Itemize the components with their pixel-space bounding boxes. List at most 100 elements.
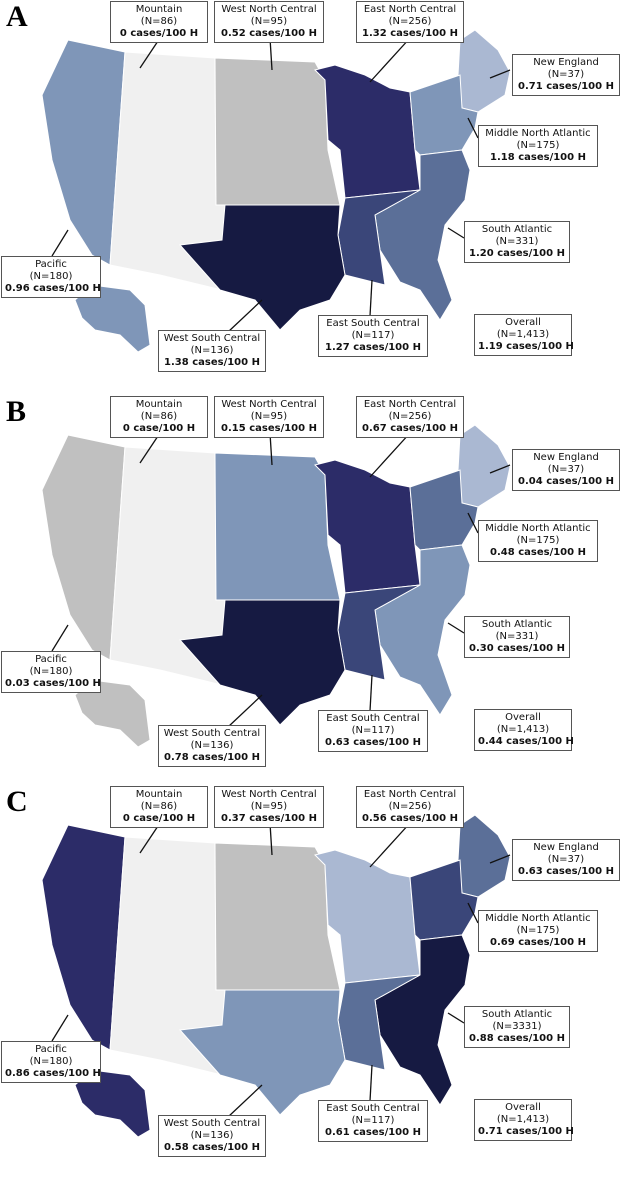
us-map (41, 424, 511, 748)
region-ne (457, 424, 511, 508)
region-name: Overall (505, 712, 541, 723)
region-rate: 0.67 cases/100 H (362, 423, 458, 434)
region-n: (N=95) (250, 411, 288, 422)
region-rate: 0.78 cases/100 H (164, 752, 260, 763)
region-rate: 0.88 cases/100 H (469, 1033, 565, 1044)
region-rate: 0.03 cases/100 H (5, 678, 101, 689)
region-n: (N=95) (250, 801, 288, 812)
label-wnc: West North Central (N=95) 0.15 cases/100 H (214, 396, 324, 438)
region-mna (409, 74, 479, 156)
leader-arrows (51, 432, 511, 728)
region-name: Overall (505, 1102, 541, 1113)
region-name: Pacific (35, 1044, 67, 1055)
label-sa: South Atlantic (N=331) 1.20 cases/100 H (464, 221, 570, 263)
label-pacific: Pacific (N=180) 0.86 cases/100 H (1, 1041, 101, 1083)
region-rate: 0.63 cases/100 H (325, 737, 421, 748)
label-enc: East North Central (N=256) 1.32 cases/100 … (356, 1, 464, 43)
region-name: Middle North Atlantic (485, 128, 591, 139)
region-rate: 0.52 cases/100 H (221, 28, 317, 39)
label-wnc: West North Central (N=95) 0.37 cases/100 H (214, 786, 324, 828)
label-mna: Middle North Atlantic (N=175) 0.48 cases/1… (478, 520, 598, 562)
region-rate: 0 case/100 H (122, 813, 196, 824)
region-name: East South Central (326, 1103, 420, 1114)
region-name: Overall (505, 317, 541, 328)
region-pacific-alaska (74, 1069, 151, 1138)
region-pacific-alaska (74, 679, 151, 748)
region-enc (314, 459, 421, 594)
region-rate: 0 case/100 H (122, 423, 196, 434)
label-ne: New England (N=37) 0.04 cases/100 H (512, 449, 620, 491)
region-ne (457, 29, 511, 113)
region-name: Mountain (135, 4, 183, 15)
label-esc: East South Central (N=117) 0.63 cases/100 … (318, 710, 428, 752)
label-pacific: Pacific (N=180) 0.03 cases/100 H (1, 651, 101, 693)
region-rate: 0.58 cases/100 H (164, 1142, 260, 1153)
region-name: East North Central (363, 4, 457, 15)
region-rate: 0.69 cases/100 H (490, 937, 586, 948)
region-rate: 0.71 cases/100 H (478, 1126, 574, 1137)
region-n: (N=3331) (492, 1021, 542, 1032)
map-panel-c: C Mountain (N=86) 0 case/100 H West North … (0, 785, 624, 1175)
region-wnc (214, 452, 341, 601)
panel-letter: C (6, 785, 28, 818)
region-rate: 1.18 cases/100 H (490, 152, 586, 163)
region-rate: 1.27 cases/100 H (325, 342, 421, 353)
label-wnc: West North Central (N=95) 0.52 cases/100 H (214, 1, 324, 43)
region-enc (314, 64, 421, 199)
region-name: East North Central (363, 399, 457, 410)
label-mountain: Mountain (N=86) 0 case/100 H (110, 786, 208, 828)
region-rate: 0.71 cases/100 H (518, 81, 614, 92)
region-n: (N=117) (351, 1115, 395, 1126)
region-n: (N=86) (140, 16, 178, 27)
region-name: East South Central (326, 713, 420, 724)
label-overall: Overall (N=1,413) 0.71 cases/100 H (474, 1099, 574, 1141)
region-rate: 0.56 cases/100 H (362, 813, 458, 824)
region-name: Middle North Atlantic (485, 913, 591, 924)
region-wsc (178, 599, 346, 726)
region-rate: 1.38 cases/100 H (164, 357, 260, 368)
region-rate: 0.30 cases/100 H (469, 643, 565, 654)
region-mna (409, 859, 479, 941)
region-n: (N=180) (29, 1056, 73, 1067)
region-name: Middle North Atlantic (485, 523, 591, 534)
region-n: (N=1,413) (496, 329, 550, 340)
label-mountain: Mountain (N=86) 0 case/100 H (110, 396, 208, 438)
region-n: (N=175) (516, 140, 560, 151)
region-pacific-alaska (74, 284, 151, 353)
region-n: (N=331) (495, 236, 539, 247)
region-rate: 0.44 cases/100 H (478, 736, 574, 747)
region-name: New England (533, 842, 599, 853)
region-n: (N=175) (516, 925, 560, 936)
label-wsc: West South Central (N=136) 0.58 cases/100 … (158, 1115, 266, 1157)
region-n: (N=136) (190, 740, 234, 751)
region-n: (N=37) (547, 69, 585, 80)
region-name: South Atlantic (481, 1009, 553, 1020)
us-map (41, 29, 511, 353)
region-name: Mountain (135, 399, 183, 410)
region-n: (N=37) (547, 464, 585, 475)
region-name: South Atlantic (481, 619, 553, 630)
region-rate: 0.63 cases/100 H (518, 866, 614, 877)
region-name: West North Central (221, 4, 317, 15)
map-panel-b: B Mountain (N=86) 0 case/100 H West North … (0, 395, 624, 785)
region-n: (N=175) (516, 535, 560, 546)
region-rate: 1.19 cases/100 H (478, 341, 574, 352)
region-n: (N=37) (547, 854, 585, 865)
region-n: (N=117) (351, 330, 395, 341)
label-overall: Overall (N=1,413) 0.44 cases/100 H (474, 709, 574, 751)
panel-letter: B (6, 395, 27, 428)
region-rate: 1.32 cases/100 H (362, 28, 458, 39)
region-name: Mountain (135, 789, 183, 800)
region-rate: 0.48 cases/100 H (490, 547, 586, 558)
region-rate: 0.37 cases/100 H (221, 813, 317, 824)
region-n: (N=86) (140, 801, 178, 812)
label-overall: Overall (N=1,413) 1.19 cases/100 H (474, 314, 574, 356)
map-panel-a: A Mountain (N=86) 0 cases/100 H West North… (0, 0, 624, 390)
label-enc: East North Central (N=256) 0.67 cases/100 … (356, 396, 464, 438)
region-n: (N=256) (388, 16, 432, 27)
leader-arrows (51, 37, 511, 333)
region-n: (N=136) (190, 1130, 234, 1141)
label-sa: South Atlantic (N=331) 0.30 cases/100 H (464, 616, 570, 658)
region-rate: 0.15 cases/100 H (221, 423, 317, 434)
panel-letter: A (6, 0, 28, 33)
